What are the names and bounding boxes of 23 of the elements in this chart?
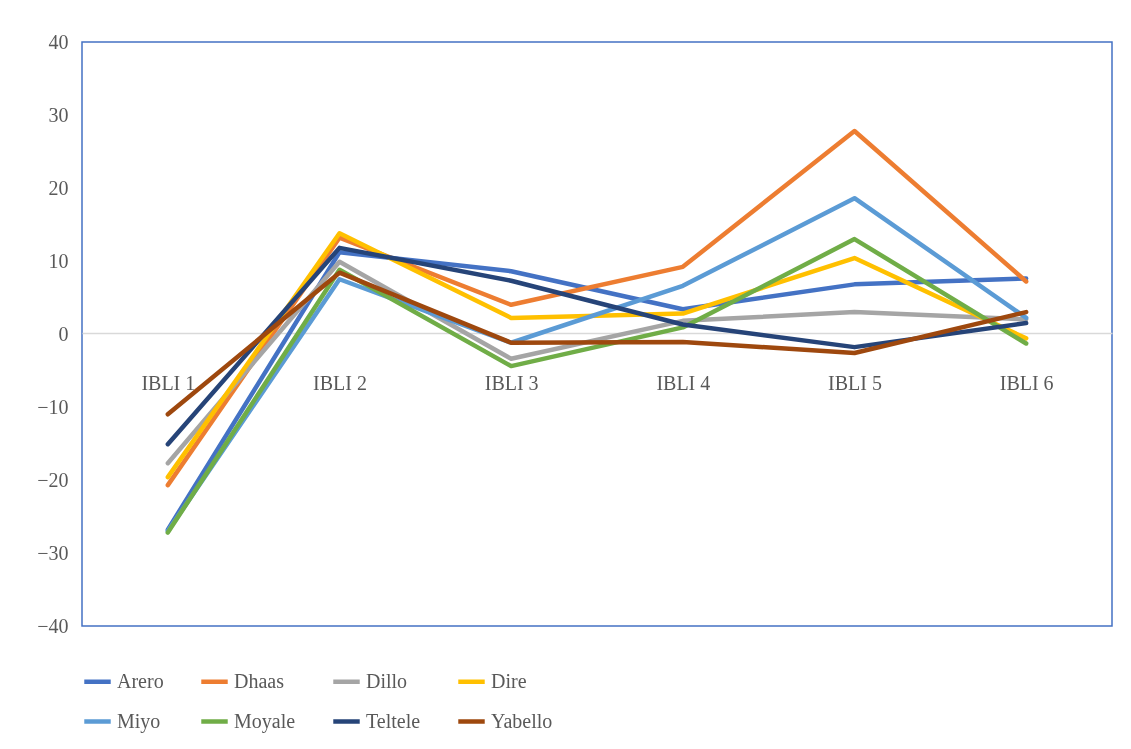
y-tick-label: 0	[58, 322, 69, 345]
y-tick-label: −40	[37, 614, 69, 637]
legend-label: Miyo	[117, 709, 161, 733]
x-tick-label: IBLI 6	[999, 371, 1054, 394]
legend-label: Dillo	[366, 669, 408, 692]
x-tick-label: IBLI 5	[828, 371, 882, 394]
legend-label: Yabello	[491, 709, 553, 732]
y-tick-label: −10	[37, 395, 69, 418]
x-tick-label: IBLI 3	[484, 371, 539, 394]
legend-label: Teltele	[366, 709, 421, 732]
legend-label: Moyale	[234, 709, 296, 733]
y-tick-label: 20	[48, 176, 69, 199]
y-tick-label: −20	[37, 468, 69, 491]
y-tick-label: −30	[37, 541, 69, 564]
legend-label: Dhaas	[234, 669, 285, 692]
y-tick-label: 40	[48, 30, 69, 53]
x-tick-label: IBLI 1	[141, 371, 196, 394]
y-tick-label: 30	[48, 103, 69, 126]
legend-label: Dire	[491, 669, 527, 692]
x-tick-label: IBLI 2	[313, 371, 367, 394]
x-tick-label: IBLI 4	[656, 371, 711, 394]
legend-label: Arero	[117, 669, 164, 692]
y-tick-label: 10	[48, 249, 69, 272]
